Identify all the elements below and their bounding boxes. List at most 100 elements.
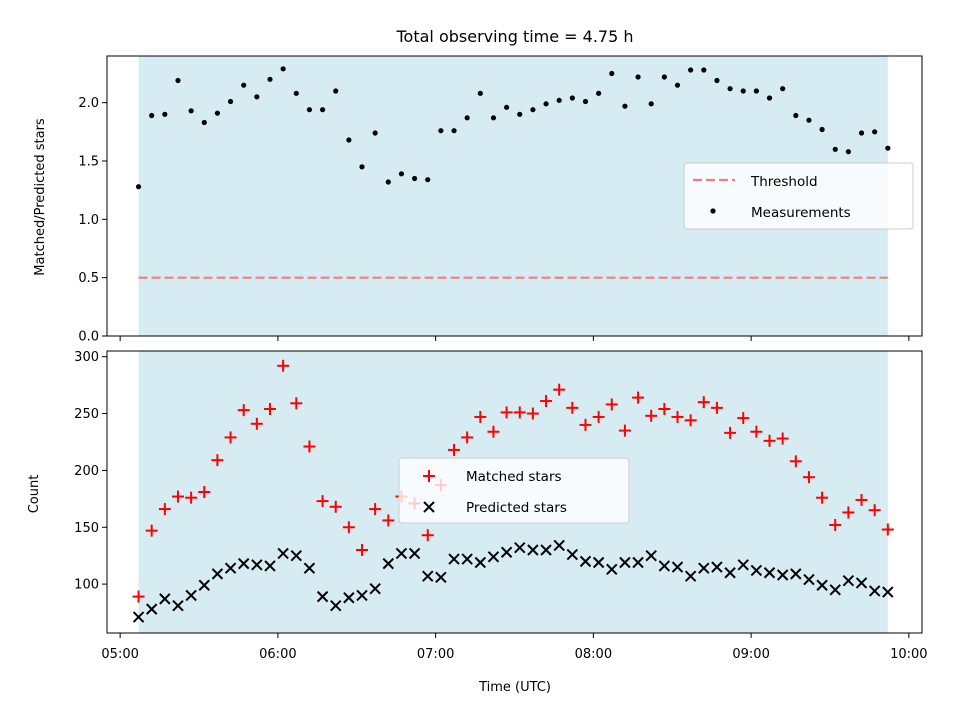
predicted-star-point (803, 573, 815, 586)
predicted-star-point (606, 563, 618, 576)
matched-star-point (264, 402, 276, 415)
predicted-marker-stroke (343, 592, 355, 604)
matched-stars-series (132, 359, 894, 603)
predicted-star-point (487, 551, 500, 563)
predicted-marker-stroke (790, 568, 802, 580)
measurement-point (451, 128, 457, 134)
predicted-marker-stroke (211, 568, 224, 580)
predicted-marker-stroke (159, 593, 171, 605)
predicted-star-point (316, 590, 329, 603)
predicted-star-point (448, 553, 460, 565)
predicted-star-point (369, 582, 381, 595)
measurement-point (766, 95, 773, 101)
predicted-marker-stroke (487, 551, 500, 563)
bottom-legend-box (398, 457, 630, 524)
matched-star-point (342, 521, 355, 534)
bottom-ytick-label-2: 200 (74, 464, 99, 479)
predicted-marker-stroke (829, 584, 841, 596)
predicted-marker-stroke (645, 549, 657, 562)
predicted-star-point (671, 561, 684, 573)
measurement-point (622, 103, 628, 109)
legend-matched-label: Matched stars (466, 469, 562, 485)
predicted-marker-stroke (658, 560, 671, 572)
measurement-point (530, 107, 536, 113)
measurement-point (819, 126, 825, 133)
predicted-star-point (145, 603, 158, 615)
matched-star-point (671, 410, 684, 423)
matched-star-point (618, 424, 631, 437)
predicted-star-point (330, 600, 342, 612)
measurement-point (517, 111, 523, 117)
predicted-marker-stroke (671, 561, 684, 573)
bottom-ytick-label-1: 150 (74, 521, 99, 536)
predicted-marker-stroke (514, 542, 526, 554)
measurement-point (845, 149, 851, 155)
bottom-ytick-label-0: 100 (74, 578, 99, 593)
matched-star-point (632, 391, 645, 404)
matched-star-point (605, 398, 618, 411)
matched-star-point (881, 523, 894, 536)
bottom-y-axis-label: Count (27, 475, 42, 514)
matched-star-point (816, 491, 829, 504)
matched-star-point (132, 590, 145, 603)
predicted-marker-stroke (290, 549, 302, 562)
predicted-marker-stroke (238, 557, 250, 570)
predicted-star-point (198, 579, 210, 591)
measurement-point (214, 110, 221, 116)
predicted-star-point (159, 593, 171, 605)
matched-star-point (540, 395, 553, 408)
matched-star-point (802, 471, 815, 484)
matched-star-point (158, 503, 171, 516)
predicted-star-point (172, 600, 184, 612)
predicted-marker-stroke (750, 564, 763, 577)
predicted-marker-stroke (868, 585, 881, 597)
predicted-marker-stroke (816, 579, 828, 591)
predicted-marker-stroke (303, 562, 316, 574)
legend-predicted-swatch (423, 501, 435, 513)
predicted-marker-stroke (251, 559, 263, 571)
matched-star-point (724, 426, 737, 439)
measurement-point (753, 88, 759, 94)
measurement-point (346, 137, 352, 143)
predicted-marker-stroke (132, 611, 145, 623)
bottom-xtick-label-2: 07:00 (417, 647, 454, 662)
matched-star-point (645, 409, 658, 422)
top-legend-box (683, 162, 914, 230)
predicted-marker-stroke (369, 582, 381, 595)
top-ytick-label-2: 1.0 (78, 213, 99, 228)
bottom-panel: 100 150 200 250 300 05:00 06:00 07:00 08:00 09:0… (27, 350, 928, 695)
measurement-point (556, 97, 562, 103)
legend-measurements-label: Measurements (751, 205, 851, 221)
top-ytick-label-3: 1.5 (78, 155, 99, 170)
measurement-point (885, 145, 891, 151)
measurement-point (254, 94, 260, 100)
predicted-star-point (290, 549, 302, 562)
predicted-marker-stroke (198, 579, 210, 591)
x-axis-label: Time (UTC) (478, 680, 551, 695)
predicted-star-point (277, 547, 289, 560)
measurement-point (740, 88, 746, 94)
measurement-point (490, 115, 497, 121)
predicted-star-point (382, 557, 395, 570)
predicted-marker-stroke (330, 600, 342, 612)
predicted-star-point (422, 570, 434, 582)
predicted-marker-stroke (264, 560, 276, 572)
predicted-star-point (645, 549, 657, 562)
predicted-star-point (224, 562, 237, 574)
measurement-point (609, 70, 615, 77)
predicted-marker-stroke (145, 603, 158, 615)
predicted-star-point (684, 570, 697, 582)
matched-star-point (658, 402, 671, 415)
matched-star-point (461, 431, 474, 444)
predicted-star-point (211, 568, 224, 580)
predicted-marker-stroke (553, 539, 565, 552)
predicted-marker-stroke (855, 577, 868, 589)
measurement-point (267, 76, 273, 82)
predicted-star-point (408, 547, 421, 560)
predicted-star-point (343, 592, 355, 604)
measurements-series (135, 66, 891, 190)
predicted-marker-stroke (277, 547, 289, 560)
predicted-star-point (500, 546, 513, 558)
measurement-point (359, 164, 365, 170)
top-x-axis-ticks (119, 336, 910, 341)
